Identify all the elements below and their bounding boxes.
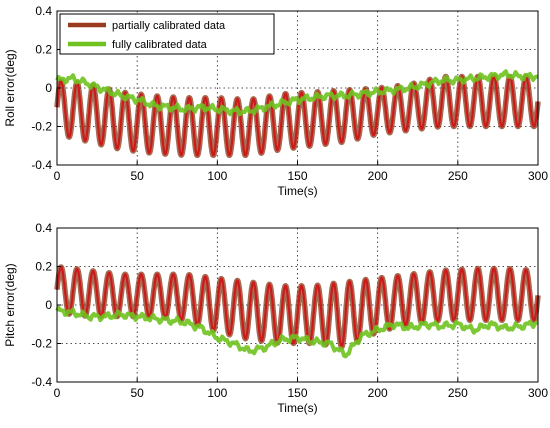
roll-y-tick-label-m0p2: -0.2 (31, 120, 52, 134)
roll-x-tick-label-300: 300 (528, 169, 548, 183)
pitch-y-tick-label-m0p4: -0.4 (31, 375, 52, 389)
roll-x-tick-label-0: 0 (54, 169, 61, 183)
legend-partially-calibrated-data-label: partially calibrated data (112, 20, 226, 32)
pitch-error-chart: 0 50 100 150 200 250 300 0.4 0.2 0 -0.2 -0.4 Time(s)… (3, 221, 548, 415)
pitch-y-tick-label-0p2: 0.2 (35, 260, 52, 274)
pitch-x-tick-label-100: 100 (207, 386, 227, 400)
roll-y-tick-label-0: 0 (45, 81, 52, 95)
pitch-x-tick-label-200: 200 (368, 386, 388, 400)
roll-y-axis-label: Roll error(deg) (3, 49, 17, 126)
roll-y-tick-label-0p4: 0.4 (35, 4, 52, 18)
pitch-y-tick-label-0: 0 (45, 298, 52, 312)
roll-x-axis-label: Time(s) (277, 184, 317, 198)
pitch-partially-calibrated-data-line (55, 265, 540, 348)
legend-fully-calibrated-data-label: fully calibrated data (112, 39, 208, 51)
pitch-y-axis-label: Pitch error(deg) (3, 263, 17, 346)
roll-partially-calibrated-data-line (55, 75, 540, 157)
roll-y-tick-label-0p2: 0.2 (35, 43, 52, 57)
roll-error-chart: 0 50 100 150 200 250 300 0.4 0.2 0 -0.2 -0.4 Time(s)… (3, 4, 548, 198)
pitch-y-tick-label-m0p2: -0.2 (31, 337, 52, 351)
pitch-x-tick-label-250: 250 (448, 386, 468, 400)
pitch-y-tick-label-0p4: 0.4 (35, 221, 52, 235)
roll-x-tick-label-100: 100 (207, 169, 227, 183)
legend-box (59, 13, 275, 55)
roll-x-tick-label-250: 250 (448, 169, 468, 183)
roll-fully-calibrated-data-line (55, 69, 539, 117)
roll-x-tick-label-150: 150 (287, 169, 307, 183)
roll-x-tick-label-200: 200 (368, 169, 388, 183)
pitch-fully-calibrated-data-line (55, 305, 539, 359)
pitch-x-tick-label-0: 0 (54, 386, 61, 400)
pitch-x-tick-label-50: 50 (130, 386, 144, 400)
pitch-x-tick-label-150: 150 (287, 386, 307, 400)
legend: partially calibrated data fully calibrate… (59, 13, 275, 55)
roll-y-tick-label-m0p4: -0.4 (31, 158, 52, 172)
roll-x-tick-label-50: 50 (130, 169, 144, 183)
pitch-x-tick-label-300: 300 (528, 386, 548, 400)
pitch-x-axis-label: Time(s) (277, 401, 317, 415)
